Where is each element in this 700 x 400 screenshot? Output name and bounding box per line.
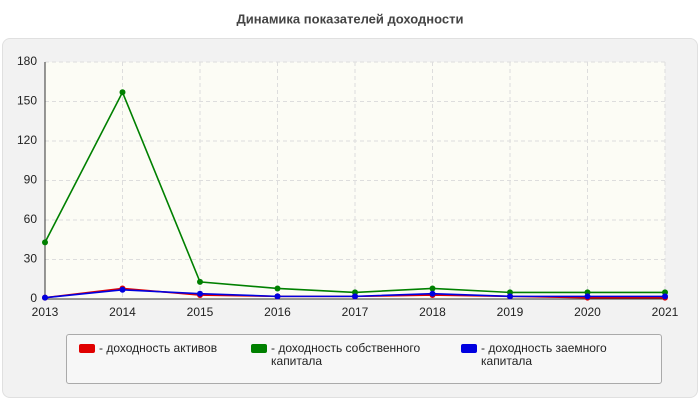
x-tick-label: 2019 xyxy=(497,305,524,319)
y-tick-label: 30 xyxy=(24,252,38,266)
legend-label: - доходность активов xyxy=(99,341,218,355)
data-point xyxy=(197,290,203,297)
legend: - доходность активов - доходность собстве… xyxy=(66,334,662,384)
data-point xyxy=(42,239,48,246)
y-tick-label: 180 xyxy=(17,54,37,68)
legend-label: - доходность собственного капитала xyxy=(271,341,421,368)
legend-swatch xyxy=(79,344,95,353)
y-tick-label: 90 xyxy=(24,173,38,187)
y-tick-label: 0 xyxy=(30,291,37,305)
legend-entry: - доходность собственного капитала xyxy=(251,342,441,368)
y-tick-label: 60 xyxy=(24,212,38,226)
chart-title: Динамика показателей доходности xyxy=(236,11,463,26)
data-point xyxy=(507,293,513,300)
data-point xyxy=(274,293,281,300)
x-tick-label: 2014 xyxy=(109,305,136,319)
data-point xyxy=(119,286,126,293)
data-point xyxy=(274,285,281,292)
y-tick-label: 120 xyxy=(17,133,37,147)
x-tick-label: 2018 xyxy=(419,305,446,319)
legend-swatch xyxy=(251,344,267,353)
legend-swatch xyxy=(461,344,477,353)
legend-label: - доходность заемного капитала xyxy=(481,341,607,368)
y-tick-label: 150 xyxy=(17,94,37,108)
data-point xyxy=(584,293,591,300)
x-tick-label: 2013 xyxy=(32,305,59,319)
data-point xyxy=(429,290,436,297)
data-point xyxy=(662,293,668,300)
data-point xyxy=(352,293,358,300)
x-tick-label: 2017 xyxy=(342,305,369,319)
data-point xyxy=(429,285,436,292)
x-tick-label: 2021 xyxy=(652,305,679,319)
data-point xyxy=(42,294,48,301)
data-point xyxy=(119,89,126,96)
x-tick-label: 2015 xyxy=(187,305,214,319)
legend-entry: - доходность активов xyxy=(79,342,259,355)
x-tick-label: 2016 xyxy=(264,305,291,319)
x-tick-label: 2020 xyxy=(574,305,601,319)
legend-entry: - доходность заемного капитала xyxy=(461,342,631,368)
data-point xyxy=(197,278,203,285)
